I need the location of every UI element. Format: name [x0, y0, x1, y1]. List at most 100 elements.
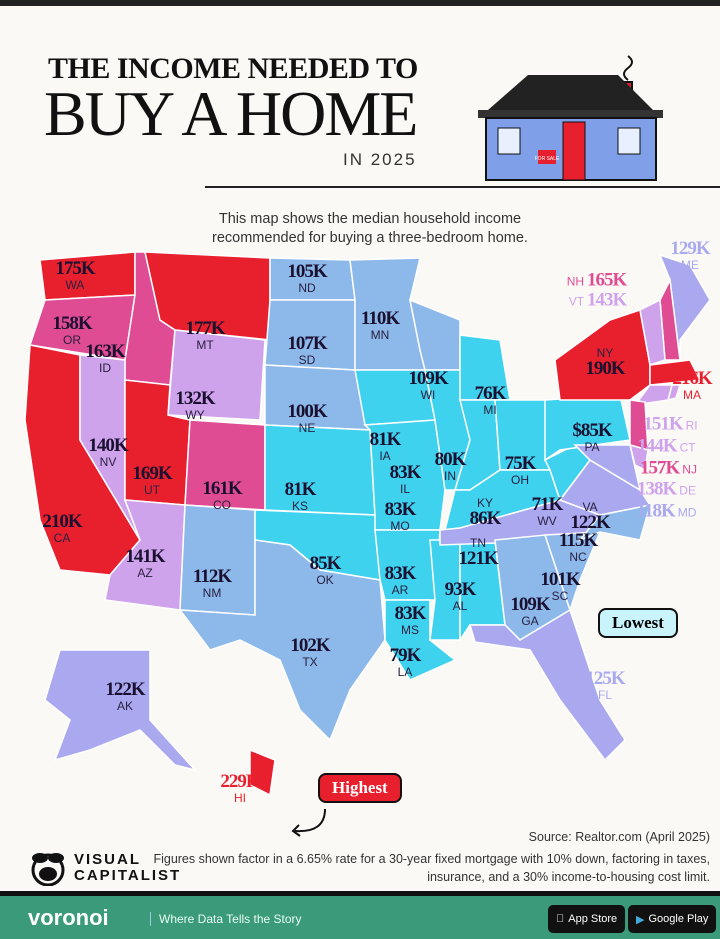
- title-line-2: BUY A HOME: [44, 78, 418, 149]
- state-label-sd: 107K SD: [287, 333, 327, 366]
- state-value: 163K: [85, 341, 125, 362]
- state-la: [384, 599, 457, 681]
- state-value: 85K: [309, 553, 342, 574]
- state-value: 122K: [105, 679, 145, 700]
- state-value: 118K: [636, 500, 676, 522]
- state-label-ny: NY 190K: [585, 346, 625, 379]
- state-value: 141K: [125, 546, 165, 567]
- state-code: FL: [597, 688, 612, 702]
- state-code: MS: [401, 623, 419, 637]
- state-tx: [178, 539, 386, 742]
- state-code: WI: [420, 388, 436, 402]
- state-label-il: 83K IL: [390, 463, 422, 496]
- state-value: 125K: [585, 668, 625, 689]
- state-code: NC: [569, 550, 587, 564]
- brand-line-2: CAPITALIST: [74, 867, 182, 884]
- state-label-or: 158K OR: [52, 314, 92, 346]
- google-play-button[interactable]: ▶ Google Play: [628, 905, 717, 933]
- state-code: TX: [302, 655, 318, 669]
- state-code: PA: [584, 440, 600, 454]
- state-label-ne: 100K NE: [287, 401, 327, 434]
- footer-bar: voronoi Where Data Tells the Story App …: [0, 891, 720, 939]
- state-value: 151K: [643, 413, 683, 435]
- state-code: DE: [679, 483, 696, 498]
- description: This map shows the median household inco…: [212, 211, 528, 246]
- state-label-mi: 76K MI: [474, 383, 507, 416]
- state-ma: [649, 359, 702, 386]
- state-ak: [44, 649, 198, 772]
- state-value: 79K: [389, 645, 422, 666]
- state-label-md: 118K MD: [637, 502, 700, 521]
- state-value: 161K: [202, 478, 242, 499]
- state-label-fl: 125K FL: [585, 668, 625, 702]
- app-store-button[interactable]: App Store: [548, 905, 626, 933]
- state-value: 210K: [42, 511, 82, 532]
- state-label-az: 141K AZ: [125, 546, 165, 580]
- state-value: 107K: [287, 333, 327, 354]
- state-value: 93K: [444, 579, 477, 600]
- methodology-note: Figures shown factor in a 6.65% rate for…: [153, 852, 710, 884]
- state-code: MN: [370, 328, 390, 342]
- state-label-hi: 229K HI: [220, 771, 260, 804]
- state-value: 109K: [510, 594, 550, 615]
- voronoi-logo[interactable]: voronoi: [28, 905, 109, 930]
- state-value: 229K: [220, 771, 260, 792]
- state-label-al: 93K AL: [444, 579, 477, 612]
- state-code: KS: [291, 499, 308, 513]
- lowest-callout: Lowest: [598, 608, 678, 638]
- state-value: 110K: [360, 308, 400, 329]
- state-label-de: 138K DE: [637, 480, 699, 499]
- state-value: 190K: [585, 358, 625, 379]
- title-year: IN 2025: [343, 150, 417, 169]
- state-label-mn: 110K MN: [360, 308, 400, 342]
- state-code: NV: [99, 455, 117, 469]
- play-icon: ▶: [636, 913, 645, 926]
- state-value: 76K: [474, 383, 507, 404]
- state-value: 100K: [287, 401, 327, 422]
- state-sc: [543, 531, 602, 613]
- vc-logo-icon: [31, 853, 65, 886]
- state-label-va: VA 122K: [570, 500, 610, 532]
- state-code: NM: [202, 586, 222, 600]
- state-code: OH: [511, 473, 529, 487]
- state-value: 165K: [587, 269, 627, 291]
- state-label-in: 80K IN: [435, 450, 467, 482]
- state-code: CO: [213, 498, 231, 512]
- title-line-1: THE INCOME NEEDED TO: [48, 52, 418, 85]
- state-code: WY: [185, 408, 205, 422]
- arrow-icon: [291, 808, 326, 837]
- state-value: 177K: [185, 318, 225, 339]
- state-value: 112K: [192, 566, 232, 587]
- state-md: [573, 444, 642, 492]
- state-label-tx: 102K TX: [290, 636, 330, 669]
- svg-text:FOR SALE: FOR SALE: [535, 156, 560, 162]
- state-code: AZ: [137, 566, 153, 580]
- state-label-ga: 109K GA: [510, 594, 550, 627]
- state-label-ut: 169K UT: [132, 464, 172, 497]
- state-label-mt: 177K MT: [185, 318, 225, 352]
- state-code: MT: [196, 338, 214, 352]
- state-value: 121K: [458, 548, 498, 569]
- state-label-ky: KY 86K: [470, 496, 502, 528]
- source: Source: Realtor.com (April 2025): [528, 830, 710, 844]
- state-label-sc: 101K SC: [540, 570, 580, 603]
- divider: [205, 186, 720, 188]
- state-value: 105K: [287, 261, 327, 282]
- state-code: ID: [99, 361, 111, 375]
- state-code: VA: [582, 500, 598, 514]
- state-value: 138K: [637, 478, 677, 500]
- state-code: RI: [685, 418, 698, 433]
- state-label-nm: 112K NM: [192, 566, 232, 600]
- state-value: 143K: [587, 289, 627, 311]
- state-value: 115K: [558, 530, 598, 551]
- state-code: IL: [399, 482, 410, 496]
- state-label-wi: 109K WI: [408, 368, 448, 402]
- state-code: SC: [551, 589, 569, 603]
- state-code: ND: [298, 281, 316, 295]
- state-code: OK: [316, 573, 334, 587]
- state-value: 109K: [408, 368, 448, 389]
- state-label-ct: 144K CT: [637, 437, 698, 456]
- state-value: 157K: [640, 457, 680, 479]
- state-code: UT: [144, 483, 160, 497]
